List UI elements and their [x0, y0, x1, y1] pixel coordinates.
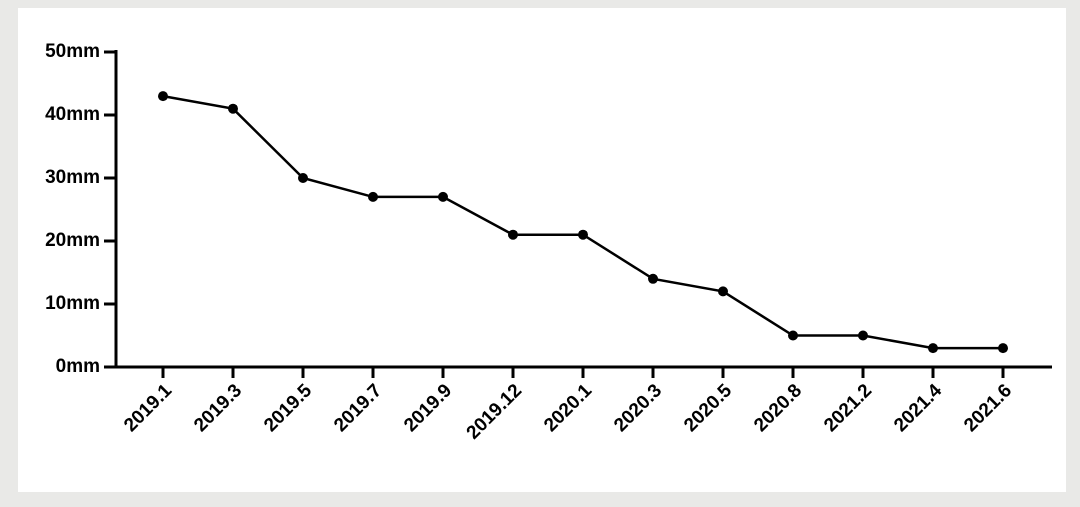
point	[928, 343, 938, 354]
y-tick-label: 40mm	[45, 104, 100, 125]
y-tick-label: 10mm	[45, 293, 100, 314]
point	[788, 330, 798, 341]
point	[368, 191, 378, 202]
y-tick-label: 30mm	[45, 167, 100, 188]
panel	[18, 8, 1066, 492]
y-tick-label: 0mm	[56, 356, 100, 377]
y-tick-label: 50mm	[45, 41, 100, 62]
point	[158, 91, 168, 102]
point	[228, 103, 238, 114]
y-tick-label: 20mm	[45, 230, 100, 251]
point	[578, 229, 588, 240]
point	[298, 173, 308, 183]
point	[998, 343, 1008, 354]
point	[858, 330, 868, 341]
point	[718, 286, 728, 297]
point	[438, 191, 448, 202]
point	[508, 229, 518, 240]
point	[648, 273, 658, 284]
